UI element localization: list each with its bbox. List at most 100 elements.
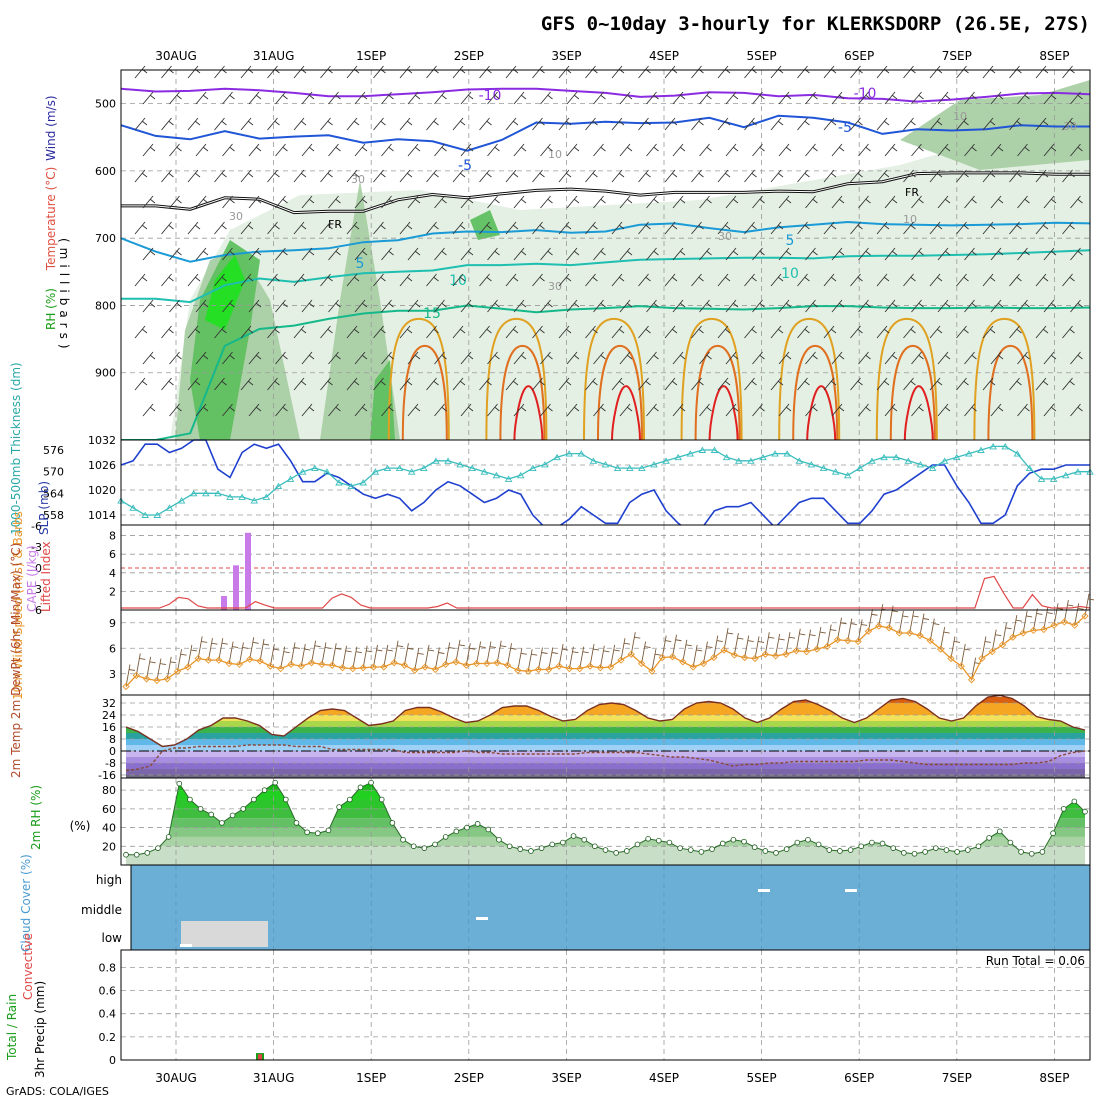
bottom-date-5SEP: 5SEP [747, 1071, 777, 1085]
wind-barb-icon [858, 91, 871, 105]
wind10m-barb-icon [445, 642, 455, 665]
wind-barb-icon [672, 351, 686, 365]
wind-barb-icon [320, 273, 333, 287]
wind-barb-icon [532, 273, 545, 287]
cloud-low-block [181, 921, 268, 947]
wind-barb-icon [328, 403, 341, 417]
rh2m-point [783, 846, 790, 852]
wind-barb-icon [1043, 143, 1057, 157]
wind-barb-icon [585, 117, 598, 131]
wind-barb-icon [540, 351, 553, 365]
wind-barb-icon [187, 221, 201, 235]
wind10m-point [277, 665, 285, 673]
wind-barb-icon [301, 299, 315, 313]
wind-barb-icon [646, 247, 659, 261]
cloud-sky [131, 865, 1090, 950]
wind-barb-icon [452, 221, 466, 235]
wind-barb-icon [752, 91, 765, 105]
warm-contour-25-5SEP [694, 344, 741, 441]
precip-axis-label: 3hr Precip (mm) [33, 981, 47, 1078]
wind-barb-icon [161, 273, 174, 287]
wind10m-point [534, 665, 543, 674]
wind-barb-icon [487, 195, 500, 209]
warm-contour-25-8SEP [987, 344, 1034, 441]
wind10m-point [720, 646, 728, 654]
wind-barb-icon [1017, 351, 1030, 365]
wind-barb-icon [479, 221, 492, 235]
cape-bar [233, 565, 239, 610]
rh2m-point [261, 787, 268, 793]
wind-barb-icon [487, 143, 500, 157]
slp-tick-1020: 1020 [88, 484, 116, 497]
rh2m-point [911, 850, 918, 857]
thickness-point [1074, 468, 1082, 475]
wind-barb-icon [1043, 351, 1057, 365]
wind-barb-icon [956, 117, 969, 131]
wind-barb-icon [956, 169, 969, 183]
wind-barb-icon [1035, 377, 1049, 391]
wind10m-barb-icon [342, 645, 352, 668]
svg-text:Total / Rain: Total / Rain [5, 994, 19, 1061]
wind10m-point [689, 663, 697, 671]
rh2m-point [453, 828, 460, 835]
wind10m-point [369, 663, 378, 671]
wind-barb-icon [354, 299, 368, 313]
wind-barb-icon [407, 247, 421, 261]
isotherm-15 [121, 304, 1091, 441]
wind-barb-icon [354, 351, 368, 365]
wind-barb-icon [1017, 195, 1030, 209]
wind-barb-icon [214, 169, 227, 183]
wind10m-point [256, 657, 264, 665]
wind-barb-icon [778, 351, 792, 365]
wind-barb-icon [267, 117, 280, 131]
ytick-500: 500 [95, 98, 116, 111]
wind-barb-icon [691, 377, 704, 391]
wind-barb-icon [407, 403, 421, 417]
rh2m-point [314, 830, 321, 836]
wind-barb-icon [240, 117, 254, 131]
wind-barb-icon [460, 195, 474, 209]
wind-barb-icon [381, 351, 394, 365]
rh2m-point [219, 820, 225, 826]
rh2m-point [208, 811, 215, 818]
wind-barb-icon [1009, 221, 1022, 235]
wind-barb-icon [301, 403, 315, 417]
svg-text:2m RH (%): 2m RH (%) [29, 785, 43, 850]
wind-barb-icon [452, 117, 466, 131]
wind-barb-icon [770, 169, 784, 183]
wind-barb-icon [187, 273, 201, 287]
thickness-point [141, 511, 150, 518]
wind10m-point [297, 662, 305, 670]
wind10m-point [586, 662, 594, 670]
rh2m-point [229, 812, 236, 819]
thickness-point [1037, 475, 1046, 482]
wind-barb-icon [964, 91, 977, 105]
wind10m-point [349, 665, 357, 673]
wind-barb-icon [778, 299, 792, 313]
wind10m-point [555, 662, 563, 670]
rh2m-point [165, 834, 172, 840]
wind10m-point [998, 641, 1007, 649]
wind10m-point [359, 664, 367, 672]
wind-barb-icon [373, 273, 386, 287]
temp-tick-32: 32 [102, 697, 116, 710]
thickness-point [759, 453, 767, 461]
rh2m-point [634, 841, 641, 848]
thickness-point [201, 489, 210, 497]
wind10m-barb-icon [775, 633, 785, 656]
top-date-1SEP: 1SEP [356, 49, 386, 63]
cape-lifted-index-panel: 2 4 6 8 6 3 0 -3 -6 [31, 520, 1091, 617]
wind10m-barb-icon [672, 634, 682, 657]
wind-barb-icon [558, 117, 572, 131]
thickness-point [1061, 471, 1070, 479]
wind-barb-icon [346, 325, 360, 339]
wind10m-barb-icon [847, 618, 857, 641]
wind-barb-icon [778, 403, 792, 417]
wind-barb-icon [876, 377, 890, 391]
wind10m-barb-icon [1084, 593, 1095, 617]
wind10m-point [885, 624, 893, 632]
wind10m-barb-icon [517, 648, 527, 671]
wind-barb-icon [320, 221, 333, 235]
wind-barb-icon [169, 91, 182, 105]
wind-barb-icon [1043, 247, 1057, 261]
